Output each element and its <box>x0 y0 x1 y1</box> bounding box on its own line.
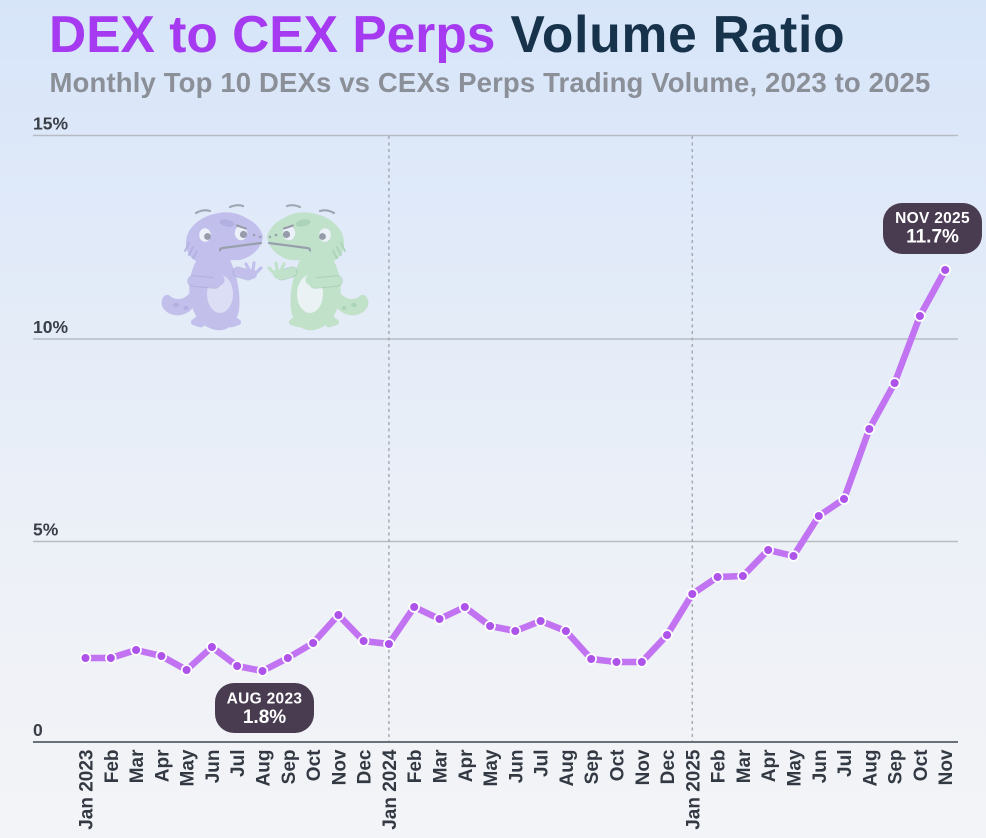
svg-text:Apr: Apr <box>152 749 173 782</box>
svg-text:May: May <box>178 749 199 786</box>
svg-text:Oct: Oct <box>608 749 629 781</box>
svg-text:Jan 2025: Jan 2025 <box>683 749 704 830</box>
svg-text:Apr: Apr <box>456 749 477 782</box>
svg-text:Sep: Sep <box>582 750 603 785</box>
svg-text:Feb: Feb <box>709 750 730 784</box>
svg-text:Jul: Jul <box>835 750 856 777</box>
svg-text:1.8%: 1.8% <box>243 707 286 728</box>
svg-text:Oct: Oct <box>911 749 932 781</box>
svg-text:Dec: Dec <box>658 749 679 784</box>
svg-text:Apr: Apr <box>759 749 780 782</box>
svg-text:0: 0 <box>33 720 43 740</box>
svg-text:Nov: Nov <box>633 749 654 785</box>
svg-text:NOV 2025: NOV 2025 <box>895 210 970 227</box>
svg-text:Nov: Nov <box>936 749 957 785</box>
svg-text:Jun: Jun <box>506 750 527 784</box>
svg-text:Jan 2024: Jan 2024 <box>380 749 401 830</box>
svg-text:Jul: Jul <box>532 750 553 777</box>
svg-text:15%: 15% <box>33 114 68 134</box>
svg-text:5%: 5% <box>33 520 59 540</box>
svg-text:Mar: Mar <box>431 749 452 783</box>
svg-text:Jan 2023: Jan 2023 <box>77 750 98 830</box>
svg-text:Mar: Mar <box>734 749 755 783</box>
svg-text:Oct: Oct <box>304 749 325 781</box>
svg-text:Feb: Feb <box>405 750 426 784</box>
svg-text:Sep: Sep <box>886 750 907 785</box>
svg-text:May: May <box>785 749 806 786</box>
svg-text:Sep: Sep <box>279 750 300 785</box>
svg-text:Jun: Jun <box>203 750 224 784</box>
svg-text:Jul: Jul <box>228 750 249 777</box>
svg-text:Aug: Aug <box>557 750 578 787</box>
svg-text:Nov: Nov <box>329 749 350 785</box>
svg-text:Aug: Aug <box>254 750 275 787</box>
svg-text:11.7%: 11.7% <box>906 227 959 248</box>
svg-text:Dec: Dec <box>355 749 376 784</box>
svg-text:May: May <box>481 749 502 786</box>
svg-text:Aug: Aug <box>860 750 881 787</box>
svg-text:Mar: Mar <box>127 749 148 783</box>
svg-text:10%: 10% <box>33 317 68 337</box>
svg-text:Feb: Feb <box>102 750 123 784</box>
svg-text:Jun: Jun <box>810 750 831 784</box>
svg-text:AUG 2023: AUG 2023 <box>227 691 303 708</box>
